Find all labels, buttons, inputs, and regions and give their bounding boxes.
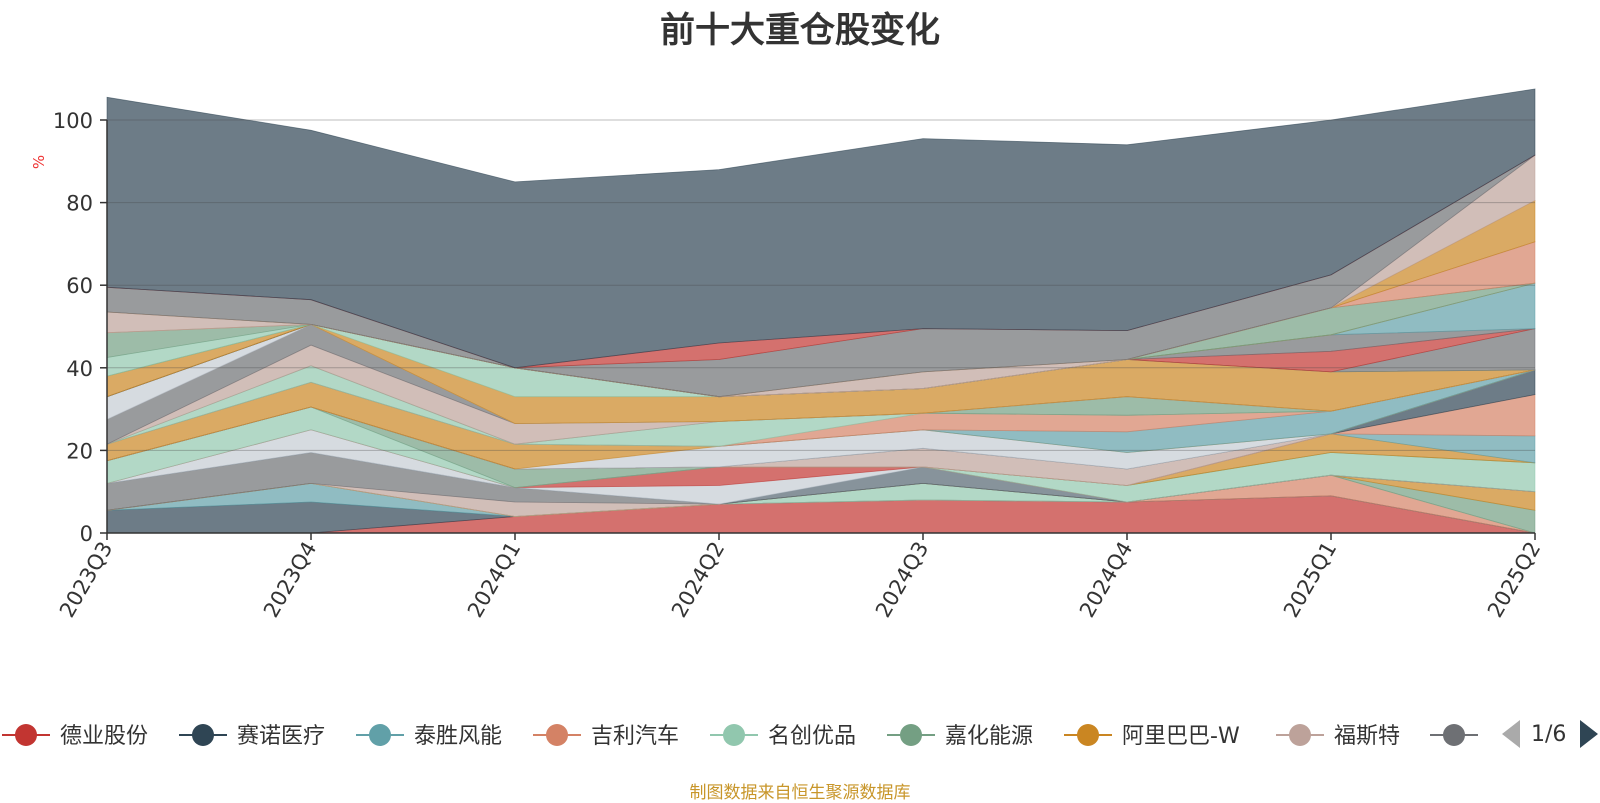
y-tick-label: 100 <box>53 109 93 133</box>
x-tick-label: 2024Q1 <box>463 538 525 622</box>
y-tick-label: 80 <box>66 192 93 216</box>
legend-item-6[interactable]: 阿里巴巴-W <box>1064 724 1240 749</box>
x-tick-label: 2023Q4 <box>259 538 321 622</box>
legend-item-4[interactable]: 名创优品 <box>710 724 856 749</box>
legend-label: 泰胜风能 <box>414 724 502 749</box>
legend-page-indicator: 1/6 <box>1531 722 1566 747</box>
legend-label: 嘉化能源 <box>945 724 1033 749</box>
legend-item-8[interactable] <box>1430 724 1478 746</box>
x-tick-label: 2024Q3 <box>871 538 933 622</box>
y-axis-unit-label: % <box>30 155 48 169</box>
legend-next-page-icon[interactable] <box>1580 720 1598 748</box>
y-tick-label: 40 <box>66 357 93 381</box>
legend-item-1[interactable]: 赛诺医疗 <box>179 724 325 749</box>
legend-marker <box>1443 724 1465 746</box>
legend-marker <box>369 724 391 746</box>
y-tick-label: 60 <box>66 274 93 298</box>
legend-item-7[interactable]: 福斯特 <box>1276 724 1400 749</box>
legend-marker <box>1077 724 1099 746</box>
x-tick-label: 2024Q4 <box>1075 538 1137 622</box>
legend-item-0[interactable]: 德业股份 <box>2 724 148 749</box>
legend-label: 名创优品 <box>768 724 856 749</box>
legend-marker <box>15 724 37 746</box>
legend-label: 阿里巴巴-W <box>1122 724 1240 749</box>
legend-marker <box>1289 724 1311 746</box>
legend-item-5[interactable]: 嘉化能源 <box>887 724 1033 749</box>
legend-label: 赛诺医疗 <box>237 724 325 749</box>
legend-marker <box>192 724 214 746</box>
legend-marker <box>723 724 745 746</box>
chart-title: 前十大重仓股变化 <box>659 11 940 51</box>
x-tick-label: 2024Q2 <box>667 538 729 622</box>
x-tick-label: 2025Q1 <box>1279 538 1341 622</box>
data-source-credit: 制图数据来自恒生聚源数据库 <box>689 783 911 803</box>
legend-label: 吉利汽车 <box>591 724 679 749</box>
area-series-44 <box>106 88 1536 369</box>
legend-item-3[interactable]: 吉利汽车 <box>533 724 679 749</box>
legend-label: 德业股份 <box>60 724 148 749</box>
x-tick-label: 2025Q2 <box>1483 538 1545 622</box>
legend: 德业股份 赛诺医疗 泰胜风能 吉利汽车 名创优品 嘉化能源 阿里巴巴-W 福斯特 1/6 <box>2 720 1598 749</box>
legend-marker <box>900 724 922 746</box>
x-tick-label: 2023Q3 <box>55 538 117 622</box>
legend-item-2[interactable]: 泰胜风能 <box>356 724 502 749</box>
legend-label: 福斯特 <box>1334 724 1400 749</box>
area-series-group <box>106 88 1536 534</box>
legend-prev-page-icon[interactable] <box>1502 720 1520 748</box>
y-tick-label: 20 <box>66 439 93 463</box>
legend-marker <box>546 724 568 746</box>
y-tick-label: 0 <box>80 522 93 546</box>
